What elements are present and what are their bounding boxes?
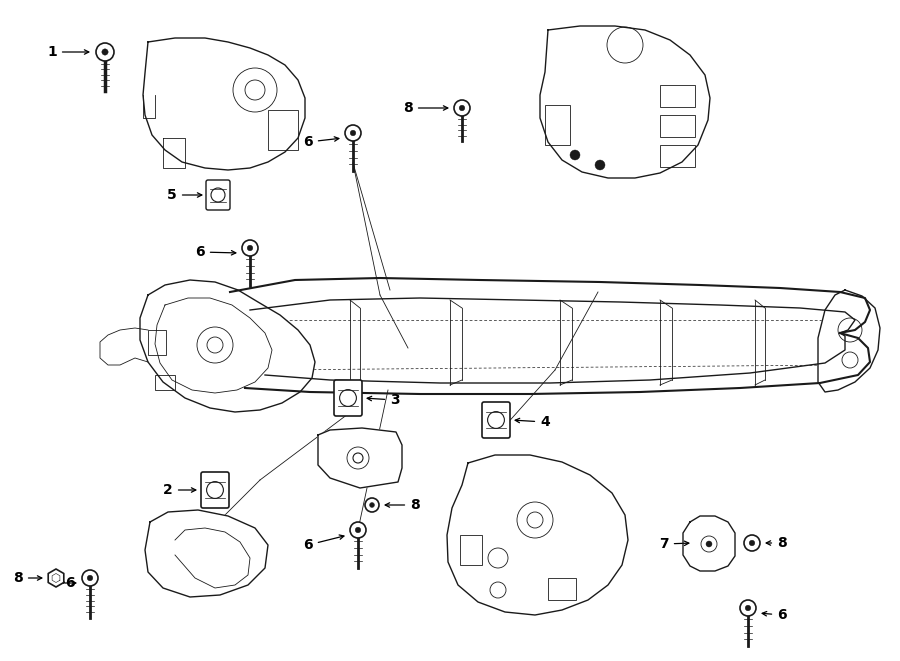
Polygon shape bbox=[818, 290, 880, 392]
Text: 6: 6 bbox=[303, 135, 339, 149]
Text: 8: 8 bbox=[385, 498, 420, 512]
Circle shape bbox=[242, 240, 258, 256]
Bar bbox=[660, 115, 695, 137]
Polygon shape bbox=[447, 455, 628, 615]
Circle shape bbox=[353, 453, 363, 463]
Text: 1: 1 bbox=[47, 45, 89, 59]
Text: 8: 8 bbox=[766, 536, 787, 550]
Bar bbox=[660, 145, 695, 167]
Text: 5: 5 bbox=[167, 188, 202, 202]
Text: 7: 7 bbox=[659, 537, 688, 551]
Circle shape bbox=[745, 605, 751, 611]
Circle shape bbox=[749, 540, 755, 546]
Circle shape bbox=[454, 100, 470, 116]
Bar bbox=[460, 535, 482, 565]
Text: 8: 8 bbox=[14, 571, 41, 585]
Bar bbox=[548, 578, 576, 600]
Bar bbox=[155, 375, 175, 390]
FancyBboxPatch shape bbox=[206, 180, 230, 210]
Text: 6: 6 bbox=[303, 535, 344, 552]
Text: 8: 8 bbox=[403, 101, 448, 115]
FancyBboxPatch shape bbox=[334, 380, 362, 416]
Circle shape bbox=[248, 245, 253, 251]
Circle shape bbox=[744, 535, 760, 551]
Polygon shape bbox=[140, 280, 315, 412]
Circle shape bbox=[356, 527, 361, 533]
Circle shape bbox=[350, 130, 356, 136]
Bar bbox=[545, 105, 570, 145]
Text: 6: 6 bbox=[762, 608, 787, 622]
Circle shape bbox=[595, 160, 605, 170]
Circle shape bbox=[87, 575, 93, 581]
Bar bbox=[148, 330, 166, 355]
Text: 2: 2 bbox=[163, 483, 196, 497]
FancyBboxPatch shape bbox=[482, 402, 510, 438]
Text: 6: 6 bbox=[195, 245, 236, 259]
Circle shape bbox=[350, 522, 366, 538]
Circle shape bbox=[459, 105, 464, 111]
FancyBboxPatch shape bbox=[201, 472, 229, 508]
Circle shape bbox=[96, 43, 114, 61]
Bar bbox=[660, 85, 695, 107]
Circle shape bbox=[370, 502, 374, 508]
Circle shape bbox=[82, 570, 98, 586]
Polygon shape bbox=[49, 569, 64, 587]
Bar bbox=[268, 110, 298, 150]
Polygon shape bbox=[540, 26, 710, 178]
Circle shape bbox=[706, 541, 712, 547]
Circle shape bbox=[365, 498, 379, 512]
Polygon shape bbox=[683, 516, 735, 571]
Text: 6: 6 bbox=[65, 576, 75, 590]
Text: 3: 3 bbox=[367, 393, 400, 407]
Polygon shape bbox=[143, 38, 305, 170]
Circle shape bbox=[102, 49, 108, 55]
Circle shape bbox=[345, 125, 361, 141]
Polygon shape bbox=[145, 510, 268, 597]
Circle shape bbox=[740, 600, 756, 616]
Circle shape bbox=[570, 150, 580, 160]
Text: 4: 4 bbox=[515, 415, 550, 429]
Polygon shape bbox=[318, 428, 402, 488]
